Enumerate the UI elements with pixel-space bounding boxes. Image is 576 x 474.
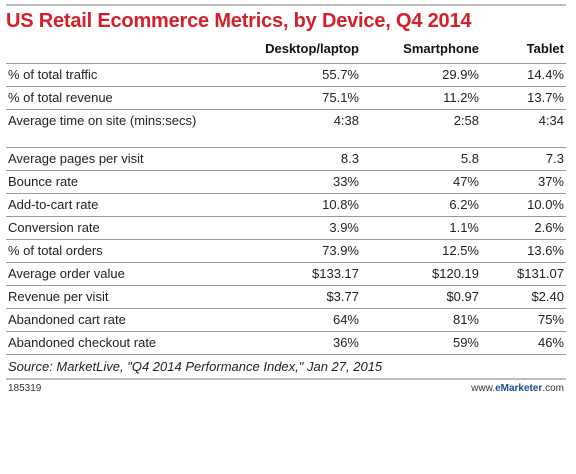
row-label: Revenue per visit [6,285,211,309]
table-row: Abandoned checkout rate 36% 59% 46% [6,331,566,355]
cell-desktop: 36% [211,331,361,355]
table-body: % of total traffic 55.7% 29.9% 14.4%% of to… [6,63,566,355]
header-blank [6,33,211,64]
cell-desktop: 10.8% [211,193,361,217]
cell-tablet: 4:34 [481,109,566,148]
row-label: Average pages per visit [6,147,211,171]
table-row: Average time on site (mins:secs) 4:38 2:58… [6,109,566,148]
table-row: Bounce rate 33% 47% 37% [6,170,566,194]
chart-frame: US Retail Ecommerce Metrics, by Device, … [6,0,566,394]
row-label: Abandoned checkout rate [6,331,211,355]
table-row: % of total revenue 75.1% 11.2% 13.7% [6,86,566,110]
cell-tablet: 75% [481,308,566,332]
source-note: Source: MarketLive, "Q4 2014 Performance… [6,355,566,380]
row-label: Add-to-cart rate [6,193,211,217]
header-desktop: Desktop/laptop [211,33,361,64]
brand-logo: www.eMarketer.com [471,383,564,394]
cell-smartphone: $0.97 [361,285,481,309]
cell-smartphone: 6.2% [361,193,481,217]
brand-prefix: www. [471,383,496,394]
row-label: % of total orders [6,239,211,263]
row-label: Average order value [6,262,211,286]
brand-name: Marketer [500,383,543,394]
metrics-table: Desktop/laptop Smartphone Tablet % of to… [6,33,566,355]
row-label: Average time on site (mins:secs) [6,109,211,148]
header-smartphone: Smartphone [361,33,481,64]
chart-title: US Retail Ecommerce Metrics, by Device, … [6,10,472,32]
row-label: Abandoned cart rate [6,308,211,332]
cell-smartphone: 59% [361,331,481,355]
cell-desktop: 64% [211,308,361,332]
row-label: Bounce rate [6,170,211,194]
table-row: Conversion rate 3.9% 1.1% 2.6% [6,216,566,240]
table-row: Revenue per visit $3.77 $0.97 $2.40 [6,285,566,309]
cell-smartphone: 29.9% [361,63,481,87]
header-tablet: Tablet [481,33,566,64]
table-row: Average order value $133.17 $120.19 $131.07 [6,262,566,286]
cell-desktop: 3.9% [211,216,361,240]
row-label: % of total traffic [6,63,211,87]
cell-smartphone: 2:58 [361,109,481,148]
cell-tablet: $131.07 [481,262,566,286]
cell-smartphone: 11.2% [361,86,481,110]
cell-tablet: 2.6% [481,216,566,240]
table-row: Average pages per visit 8.3 5.8 7.3 [6,147,566,171]
cell-smartphone: 12.5% [361,239,481,263]
cell-tablet: 10.0% [481,193,566,217]
cell-desktop: 73.9% [211,239,361,263]
top-rule [6,4,566,6]
chart-id: 185319 [8,383,42,394]
table-row: Abandoned cart rate 64% 81% 75% [6,308,566,332]
cell-smartphone: 81% [361,308,481,332]
cell-tablet: $2.40 [481,285,566,309]
cell-smartphone: 1.1% [361,216,481,240]
cell-desktop: 33% [211,170,361,194]
cell-desktop: $3.77 [211,285,361,309]
cell-desktop: 8.3 [211,147,361,171]
cell-smartphone: 5.8 [361,147,481,171]
table-row: Add-to-cart rate 10.8% 6.2% 10.0% [6,193,566,217]
cell-tablet: 13.6% [481,239,566,263]
table-row: % of total orders 73.9% 12.5% 13.6% [6,239,566,263]
row-label: % of total revenue [6,86,211,110]
brand-suffix: .com [542,383,564,394]
footer: 185319 www.eMarketer.com [6,380,566,394]
cell-tablet: 37% [481,170,566,194]
brand-e: e [495,383,501,394]
header-row: Desktop/laptop Smartphone Tablet [6,33,566,64]
row-label: Conversion rate [6,216,211,240]
cell-tablet: 14.4% [481,63,566,87]
cell-smartphone: $120.19 [361,262,481,286]
cell-desktop: 4:38 [211,109,361,148]
cell-tablet: 7.3 [481,147,566,171]
cell-desktop: 55.7% [211,63,361,87]
cell-tablet: 13.7% [481,86,566,110]
table-row: % of total traffic 55.7% 29.9% 14.4% [6,63,566,87]
cell-smartphone: 47% [361,170,481,194]
cell-tablet: 46% [481,331,566,355]
cell-desktop: $133.17 [211,262,361,286]
cell-desktop: 75.1% [211,86,361,110]
